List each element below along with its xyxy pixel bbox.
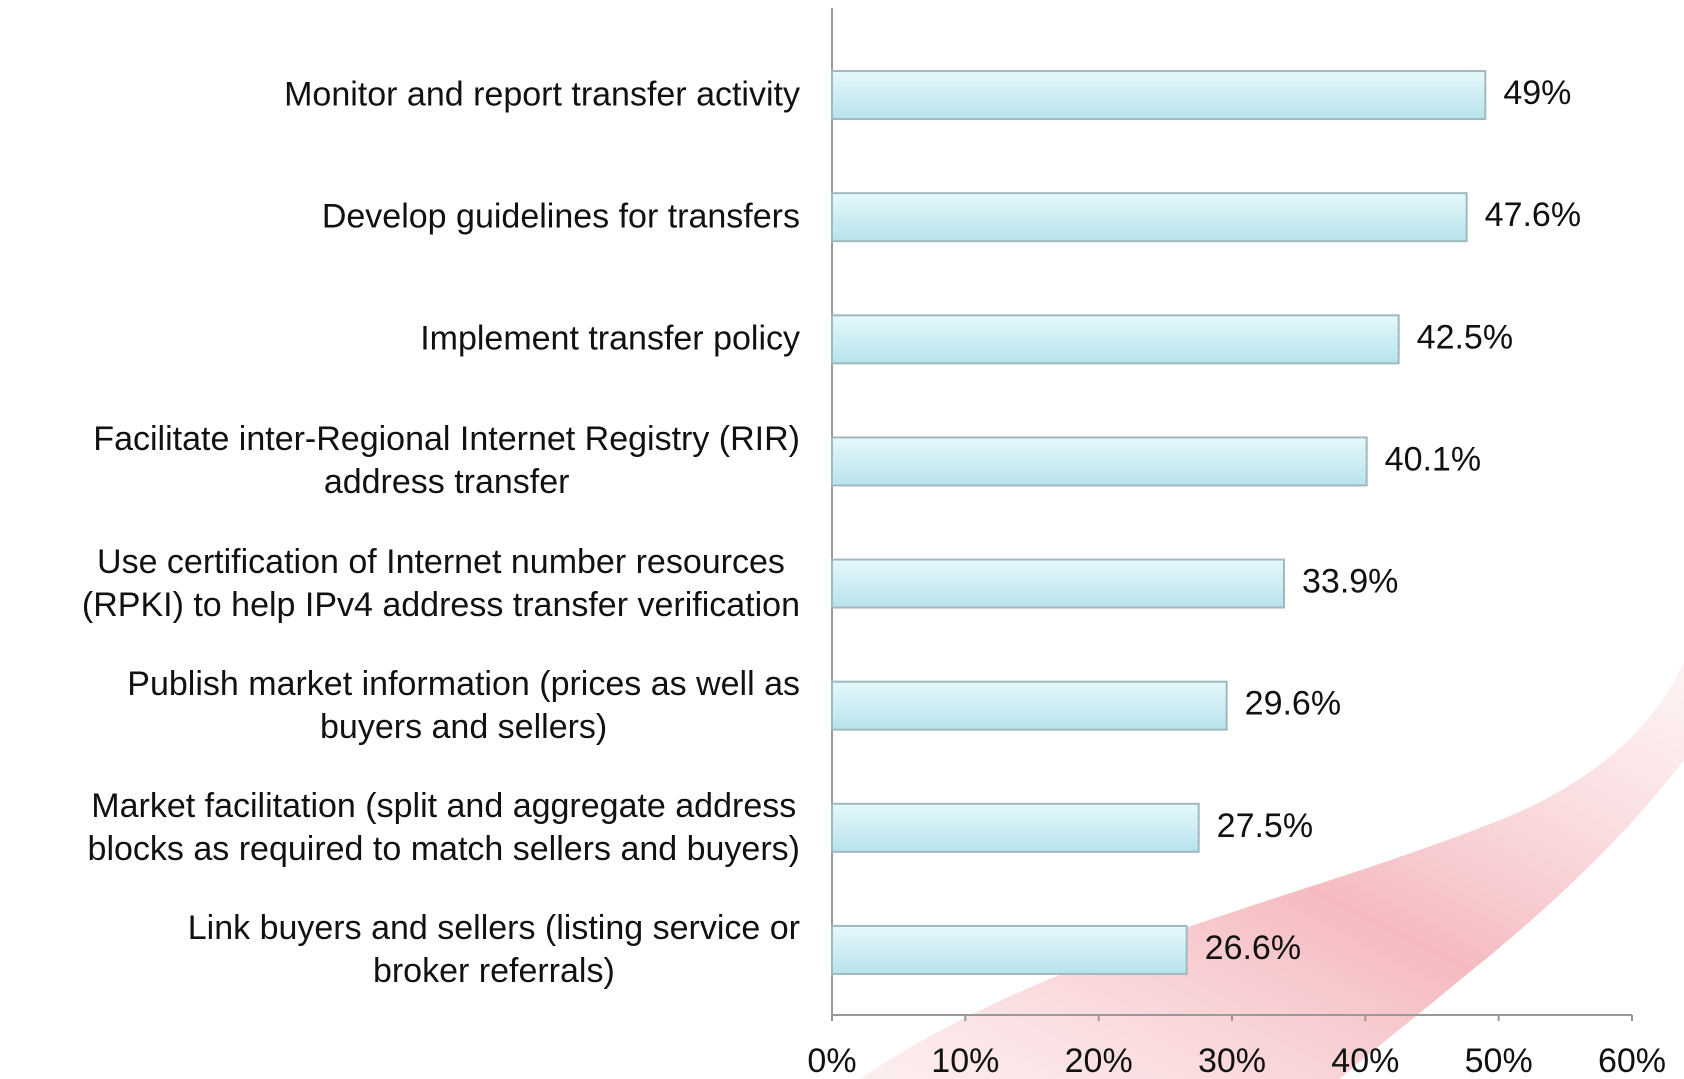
value-label: 26.6%: [1205, 929, 1301, 967]
page: 0% 10% 20% 30% 40% 50% 60% 49% 47.6% 42.5% 40.1% 33…: [0, 0, 1684, 1079]
category-label: Develop guidelines for transfers: [322, 196, 800, 239]
bar: [832, 560, 1284, 608]
x-tick-label: 30%: [1198, 1042, 1266, 1079]
category-label: Market facilitation (split and aggregate…: [88, 785, 800, 871]
value-label: 42.5%: [1417, 318, 1513, 356]
value-label: 27.5%: [1217, 807, 1313, 845]
category-label: Link buyers and sellers (listing service…: [188, 907, 800, 993]
bar: [832, 926, 1187, 974]
x-tick-label: 60%: [1598, 1042, 1666, 1079]
category-label: Facilitate inter-Regional Internet Regis…: [93, 418, 800, 504]
category-label: Use certification of Internet number res…: [82, 541, 800, 627]
bar: [832, 71, 1485, 119]
value-label: 49%: [1503, 74, 1571, 112]
x-tick-label: 10%: [931, 1042, 999, 1079]
category-label: Publish market information (prices as we…: [127, 663, 800, 749]
value-label: 33.9%: [1302, 563, 1398, 601]
x-tick-label: 20%: [1065, 1042, 1133, 1079]
bar: [832, 437, 1367, 485]
value-label: 29.6%: [1245, 685, 1341, 723]
bar: [832, 804, 1199, 852]
value-label: 40.1%: [1385, 440, 1481, 478]
bar: [832, 315, 1399, 363]
x-tick-label: 50%: [1465, 1042, 1533, 1079]
category-label: Implement transfer policy: [420, 318, 800, 361]
x-tick-label: 40%: [1331, 1042, 1399, 1079]
x-tick-label: 0%: [807, 1042, 856, 1079]
category-label: Monitor and report transfer activity: [284, 74, 800, 117]
bar: [832, 193, 1467, 241]
value-label: 47.6%: [1485, 196, 1581, 234]
bar: [832, 682, 1227, 730]
